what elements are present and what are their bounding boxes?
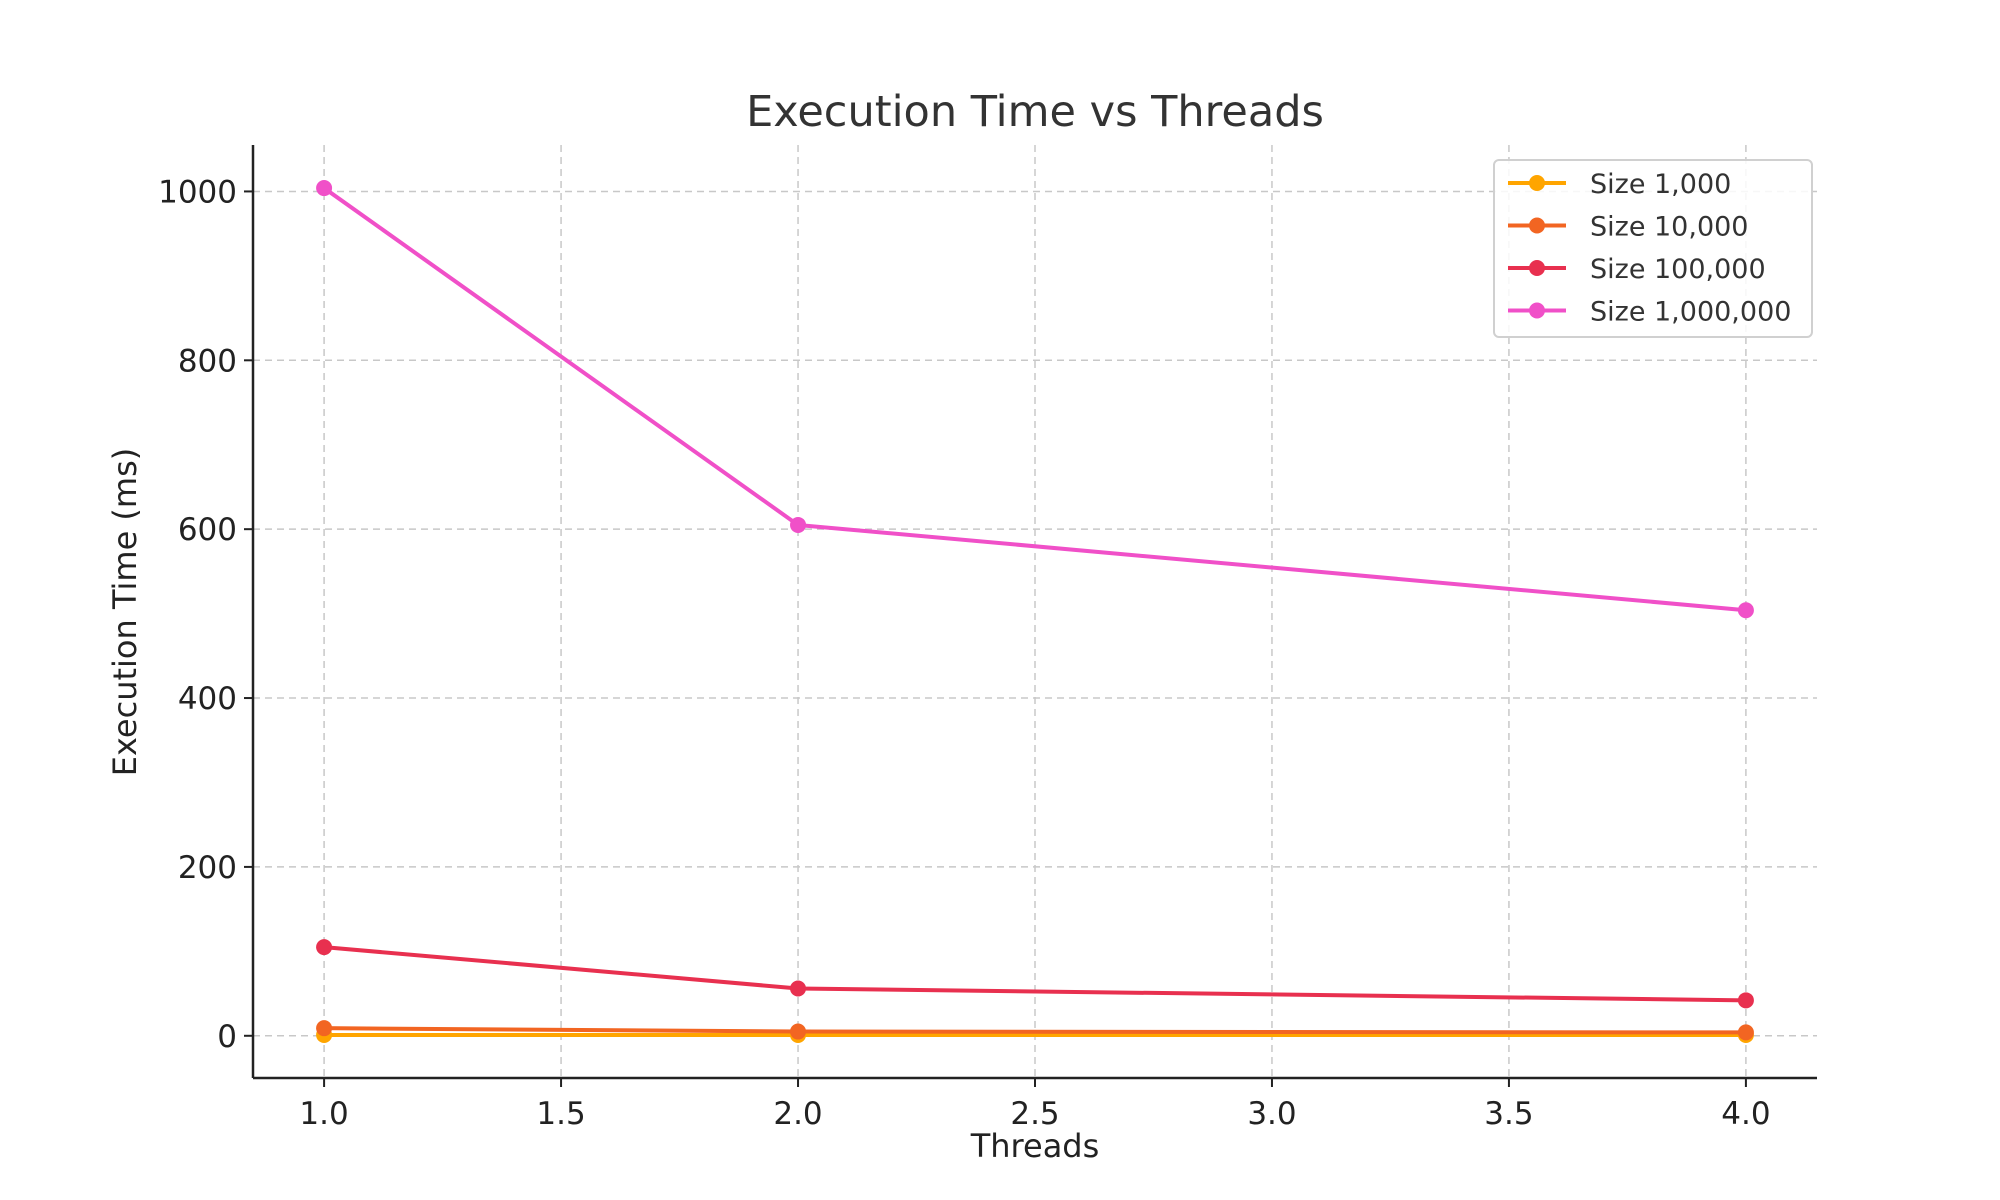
legend-item: Size 10,000 — [1508, 212, 1748, 243]
legend-marker — [1529, 217, 1545, 234]
x-tick-label: 2.0 — [773, 1096, 822, 1132]
chart-title: Execution Time vs Threads — [746, 87, 1324, 137]
legend-label: Size 1,000 — [1590, 169, 1731, 200]
data-point — [790, 1023, 807, 1040]
y-tick-label: 600 — [178, 512, 237, 548]
x-tick-label: 3.5 — [1484, 1096, 1533, 1132]
legend-box — [1493, 159, 1813, 338]
y-tick-label: 1000 — [158, 174, 237, 210]
legend-label: Size 10,000 — [1590, 212, 1748, 243]
legend-marker — [1529, 175, 1545, 191]
series-line — [324, 1026, 1746, 1035]
series-4 — [316, 180, 1754, 619]
ticks-layer: 1.0 1.5 2.0 2.5 3.0 3.5 4.0 0 200 400 600 800 1000 — [158, 174, 1770, 1132]
data-point — [316, 939, 333, 956]
legend-marker — [1529, 260, 1545, 276]
legend-item: Size 100,000 — [1508, 254, 1766, 285]
data-point — [316, 180, 333, 197]
series-layer — [316, 180, 1754, 1043]
y-axis-label: Execution Time (ms) — [106, 448, 144, 777]
data-point — [316, 1020, 333, 1037]
series-2 — [316, 1020, 1754, 1041]
y-tick-label: 800 — [178, 343, 237, 379]
legend-item: Size 1,000 — [1508, 169, 1731, 200]
data-point — [790, 516, 807, 533]
x-axis-label: Threads — [970, 1127, 1100, 1165]
legend-label: Size 1,000,000 — [1590, 297, 1791, 328]
x-tick-label: 1.0 — [299, 1096, 348, 1132]
data-point — [1737, 602, 1754, 619]
y-tick-label: 200 — [178, 850, 237, 886]
y-tick-label: 0 — [217, 1019, 237, 1055]
x-tick-label: 1.5 — [536, 1096, 585, 1132]
data-point — [790, 980, 807, 997]
legend: Size 1,000 Size 10,000 Size 100,000 Size 1,… — [1493, 159, 1813, 338]
x-tick-label: 3.0 — [1247, 1096, 1296, 1132]
legend-item: Size 1,000,000 — [1508, 297, 1791, 328]
legend-label: Size 100,000 — [1590, 254, 1766, 285]
data-point — [1737, 992, 1754, 1009]
legend-marker — [1529, 302, 1545, 319]
series-3 — [316, 939, 1754, 1009]
x-tick-label: 4.0 — [1721, 1096, 1770, 1132]
x-tick-label: 2.5 — [1010, 1096, 1059, 1132]
legend-items: Size 1,000 Size 10,000 Size 100,000 Size 1,… — [1508, 169, 1791, 328]
data-point — [1737, 1024, 1754, 1041]
y-tick-label: 400 — [178, 681, 237, 717]
